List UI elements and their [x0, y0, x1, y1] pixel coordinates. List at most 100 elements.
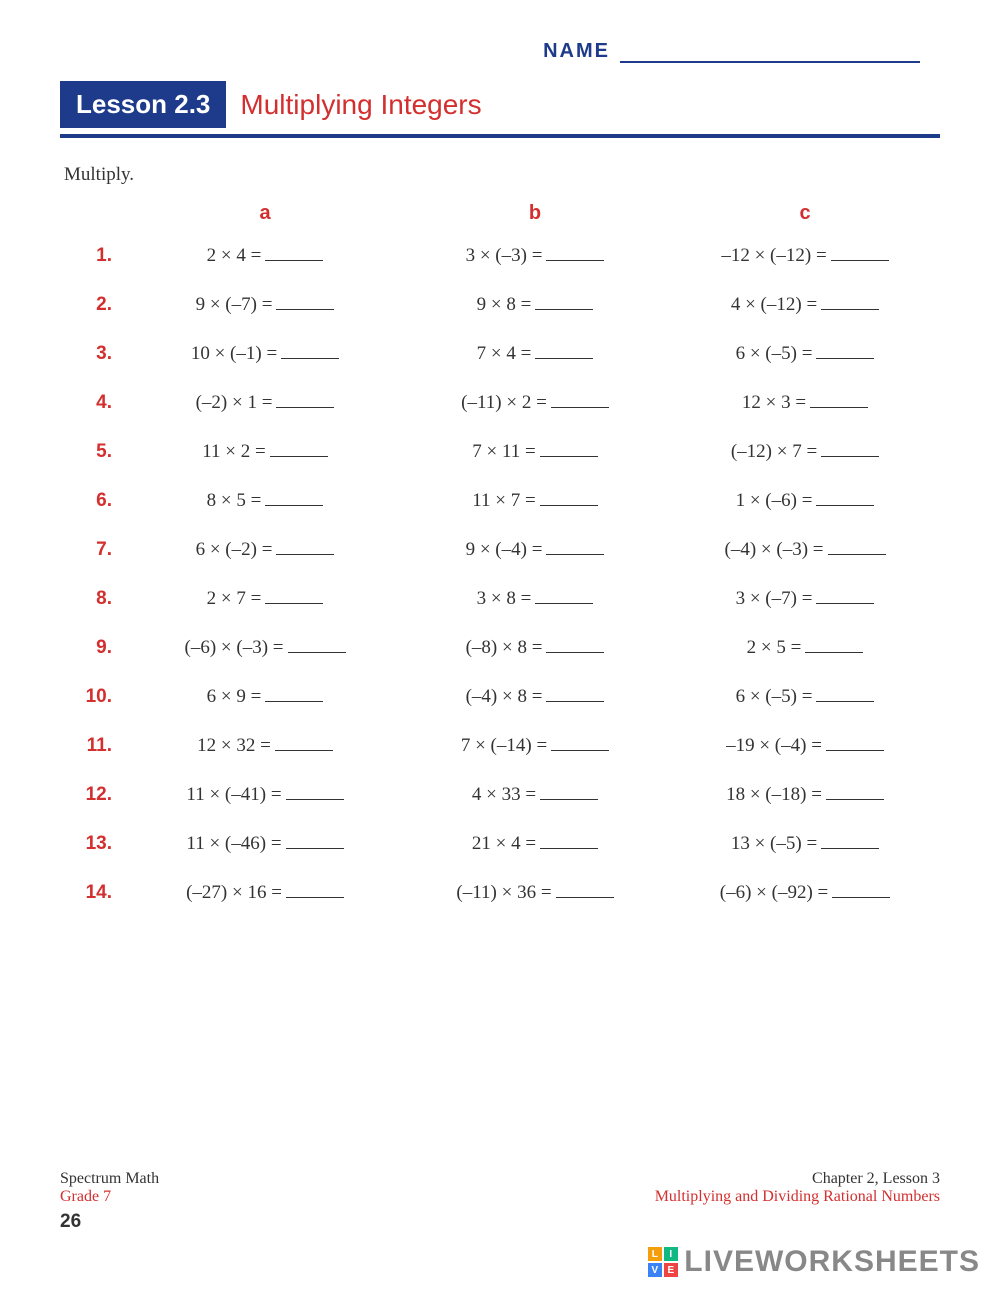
problem-expression: 3 × (–3) = — [466, 245, 543, 266]
problem-expression: (–4) × 8 = — [466, 686, 543, 707]
problem-expression: 4 × 33 = — [472, 784, 536, 805]
answer-blank[interactable] — [540, 848, 598, 849]
answer-blank[interactable] — [276, 407, 334, 408]
problem-expression: 9 × (–4) = — [466, 539, 543, 560]
answer-blank[interactable] — [546, 701, 604, 702]
problem-row: 5.11 × 2 =7 × 11 =(–12) × 7 = — [60, 441, 940, 463]
answer-blank[interactable] — [826, 799, 884, 800]
answer-blank[interactable] — [551, 750, 609, 751]
problem-expression: 3 × (–7) = — [736, 588, 813, 609]
answer-blank[interactable] — [265, 260, 323, 261]
name-row: NAME — [60, 40, 920, 63]
problem-row: 10.6 × 9 =(–4) × 8 =6 × (–5) = — [60, 686, 940, 708]
problem-expression: (–2) × 1 = — [196, 392, 273, 413]
problem-number: 3. — [60, 343, 130, 365]
problem-cell: 4 × (–12) = — [670, 294, 940, 316]
problem-cell: 11 × 7 = — [400, 490, 670, 512]
answer-blank[interactable] — [265, 701, 323, 702]
answer-blank[interactable] — [265, 505, 323, 506]
problem-cell: 3 × (–3) = — [400, 245, 670, 267]
problem-row: 1.2 × 4 =3 × (–3) =–12 × (–12) = — [60, 245, 940, 267]
problem-cell: 2 × 4 = — [130, 245, 400, 267]
answer-blank[interactable] — [828, 554, 886, 555]
problem-cell: (–4) × 8 = — [400, 686, 670, 708]
problem-number: 13. — [60, 833, 130, 855]
answer-blank[interactable] — [281, 358, 339, 359]
problem-cell: 6 × (–2) = — [130, 539, 400, 561]
answer-blank[interactable] — [821, 848, 879, 849]
problem-expression: (–6) × (–3) = — [185, 637, 284, 658]
problem-row: 3.10 × (–1) =7 × 4 =6 × (–5) = — [60, 343, 940, 365]
answer-blank[interactable] — [275, 750, 333, 751]
answer-blank[interactable] — [826, 750, 884, 751]
problem-cell: (–11) × 36 = — [400, 882, 670, 904]
problem-expression: 12 × 32 = — [197, 735, 271, 756]
answer-blank[interactable] — [270, 456, 328, 457]
answer-blank[interactable] — [816, 603, 874, 604]
answer-blank[interactable] — [265, 603, 323, 604]
name-input-line[interactable] — [620, 61, 920, 63]
answer-blank[interactable] — [551, 407, 609, 408]
watermark-icon-cell: V — [648, 1263, 662, 1277]
lesson-header: Lesson 2.3 Multiplying Integers — [60, 81, 940, 138]
answer-blank[interactable] — [805, 652, 863, 653]
answer-blank[interactable] — [286, 897, 344, 898]
problem-expression: 21 × 4 = — [472, 833, 536, 854]
page-number: 26 — [60, 1211, 81, 1233]
problem-cell: 13 × (–5) = — [670, 833, 940, 855]
answer-blank[interactable] — [821, 309, 879, 310]
problem-expression: 7 × 11 = — [472, 441, 535, 462]
answer-blank[interactable] — [286, 848, 344, 849]
answer-blank[interactable] — [535, 358, 593, 359]
problem-row: 9.(–6) × (–3) =(–8) × 8 =2 × 5 = — [60, 637, 940, 659]
answer-blank[interactable] — [540, 505, 598, 506]
problem-cell: 10 × (–1) = — [130, 343, 400, 365]
answer-blank[interactable] — [540, 799, 598, 800]
answer-blank[interactable] — [832, 897, 890, 898]
problem-cell: (–8) × 8 = — [400, 637, 670, 659]
problem-cell: 1 × (–6) = — [670, 490, 940, 512]
answer-blank[interactable] — [540, 456, 598, 457]
answer-blank[interactable] — [276, 554, 334, 555]
answer-blank[interactable] — [816, 358, 874, 359]
problem-row: 4.(–2) × 1 =(–11) × 2 =12 × 3 = — [60, 392, 940, 414]
problem-row: 2.9 × (–7) =9 × 8 =4 × (–12) = — [60, 294, 940, 316]
problem-cell: 2 × 5 = — [670, 637, 940, 659]
problem-expression: 18 × (–18) = — [726, 784, 822, 805]
watermark-text: LIVEWORKSHEETS — [684, 1245, 980, 1279]
problem-cell: 21 × 4 = — [400, 833, 670, 855]
answer-blank[interactable] — [556, 897, 614, 898]
answer-blank[interactable] — [821, 456, 879, 457]
problem-number: 2. — [60, 294, 130, 316]
answer-blank[interactable] — [288, 652, 346, 653]
answer-blank[interactable] — [276, 309, 334, 310]
problem-number: 14. — [60, 882, 130, 904]
problem-cell: (–6) × (–92) = — [670, 882, 940, 904]
answer-blank[interactable] — [546, 554, 604, 555]
answer-blank[interactable] — [816, 505, 874, 506]
problem-number: 10. — [60, 686, 130, 708]
watermark-icon-cell: L — [648, 1247, 662, 1261]
answer-blank[interactable] — [535, 603, 593, 604]
answer-blank[interactable] — [286, 799, 344, 800]
watermark-icon-cell: I — [664, 1247, 678, 1261]
footer-topic: Multiplying and Dividing Rational Number… — [655, 1188, 940, 1206]
watermark-icon-cell: E — [664, 1263, 678, 1277]
problem-cell: 6 × 9 = — [130, 686, 400, 708]
problem-expression: 9 × 8 = — [477, 294, 532, 315]
answer-blank[interactable] — [535, 309, 593, 310]
answer-blank[interactable] — [546, 652, 604, 653]
answer-blank[interactable] — [810, 407, 868, 408]
problem-number: 8. — [60, 588, 130, 610]
answer-blank[interactable] — [831, 260, 889, 261]
problem-cell: –12 × (–12) = — [670, 245, 940, 267]
problem-cell: 2 × 7 = — [130, 588, 400, 610]
answer-blank[interactable] — [546, 260, 604, 261]
problem-cell: 11 × (–46) = — [130, 833, 400, 855]
instruction-text: Multiply. — [64, 164, 940, 186]
problem-cell: 12 × 32 = — [130, 735, 400, 757]
answer-blank[interactable] — [816, 701, 874, 702]
column-headers: a b c — [60, 202, 940, 225]
problem-expression: (–4) × (–3) = — [725, 539, 824, 560]
problem-expression: 3 × 8 = — [477, 588, 532, 609]
